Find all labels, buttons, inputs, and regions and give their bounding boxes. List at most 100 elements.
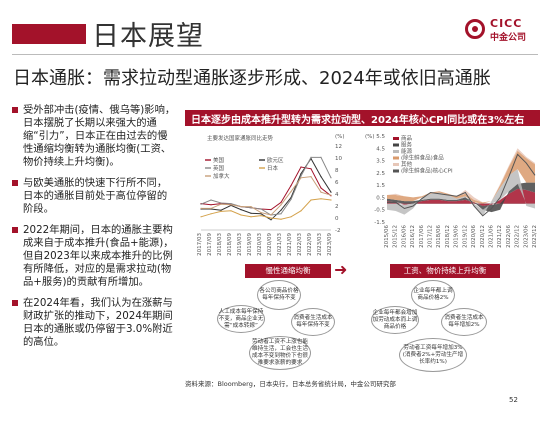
data-point [280,204,282,206]
data-point [220,203,222,205]
x-tick-label: 2022/09 [307,233,313,256]
y-tick-label: -2 [335,228,340,234]
data-point [210,213,212,215]
x-tick-label: 2023/09 [327,233,333,256]
core-cpi-line [387,153,536,217]
panel-title: 日本逐步由成本推升型转为需求拉动型、2024年核心CPI同比或在3%左右 [191,115,525,126]
x-tick-label: 2018/12 [445,225,451,248]
legend-label: 能源 [401,147,413,155]
area-series [387,148,535,203]
chart1-title: 主要发达国家通胀同比走势 [207,134,274,142]
x-tick-label: 2021/03 [277,233,283,256]
data-point [210,207,212,209]
data-point [320,176,322,178]
data-point [240,209,242,211]
data-point [320,198,322,200]
logo-text-en: CICC [490,17,523,30]
data-point [240,214,242,216]
data-point [250,207,252,209]
series-line [200,198,332,220]
y-tick-label: 6 [335,180,339,186]
x-tick-label: 2020/12 [480,225,486,248]
data-point [230,210,232,212]
y-tick-label: 8 [335,168,339,174]
y-tick-label: 1.5 [376,183,385,189]
data-point [250,216,252,218]
x-tick-label: 2022/12 [515,225,521,248]
legend-label: 欧元区 [267,156,284,164]
data-point [280,201,282,203]
data-point [320,191,322,193]
x-tick-label: 2023/12 [532,225,538,248]
diagram-circle: 消费者生活成本每年保持不变 [291,308,335,336]
transition-arrow-icon: ➜ [334,260,348,279]
x-tick-label: 2017/03 [197,233,203,256]
data-point [260,212,262,214]
y-tick-label: -0.5 [374,208,385,214]
legend-label: 加拿大 [213,172,230,180]
data-point [200,203,202,205]
data-point [220,202,222,204]
x-tick-label: 2017/09 [207,233,213,256]
x-tick-label: 2021/09 [287,233,293,256]
diagram-circle: 人工成本每年保持不变，商品企业无需“成本转嫁” [217,305,265,333]
data-point [230,203,232,205]
chart1-unit: (%) [335,134,345,140]
data-point [270,214,272,216]
series-line [200,156,332,216]
header-accent-bar [12,24,86,44]
data-point [300,166,302,168]
header-divider [12,54,538,55]
x-tick-label: 2015/12 [393,225,399,248]
x-tick-label: 2023/03 [317,233,323,256]
legend-label: (除生鲜食品)核心CPI [401,167,453,175]
data-point [270,209,272,211]
data-point [330,199,332,201]
bullet-item: 与欧美通胀的快速下行所不同，日本的通胀目前处于高位停留的阶段。 [12,177,177,216]
data-point [280,209,282,211]
diagram-circle: 企业每年都会增加加劳动成本而上调商品价格 [371,306,419,334]
data-point [210,199,212,201]
y-tick-label: 2 [335,204,339,210]
legend-swatch [393,163,399,166]
data-point [220,210,222,212]
data-point [320,187,322,189]
data-point [310,199,312,201]
data-point [220,209,222,211]
legend-label: 英国 [213,164,225,172]
data-point [270,219,272,221]
area-series [387,182,535,213]
data-point [330,194,332,196]
data-point [330,191,332,193]
bullet-list: 受外部冲击(疫情、俄乌等)影响，日本摆脱了长期以来强大的通缩“引力”，日本正在由… [12,104,177,357]
page-header: 日本展望 CICC 中金公司 [0,0,550,54]
x-tick-label: 2018/03 [217,233,223,256]
legend-label: 其他 [401,160,413,168]
cicc-logo-icon [465,19,485,39]
area-series [387,188,535,207]
series-line [201,176,332,216]
area-series [387,169,535,216]
x-tick-label: 2017/06 [419,225,425,248]
logo-text-cn: 中金公司 [490,33,527,43]
y-tick-label: -1.5 [374,220,385,226]
slide-subtitle: 日本通胀：需求拉动型通胀逐步形成、2024年或依旧高通胀 [13,68,491,89]
legend-swatch [393,150,399,153]
diagram-circle: 劳动者工资每年增加3%(消费者2%+劳动生产增长率约1%) [399,338,467,372]
wage-price-rise-box: 工资、物价持续上升均衡 [390,264,500,278]
legend-swatch [393,156,399,160]
x-tick-label: 2018/06 [436,225,442,248]
japan-cpi-contribution-chart: (%) -1.5 -0.5 0.5 1.5 2.5 3.5 4.5 5.5 2015/06 2015… [365,134,538,248]
data-point [200,207,202,209]
data-point [290,216,292,218]
data-point [280,218,282,220]
bullet-item: 在2024年看，我们认为在涨薪与财政扩张的推动下，2024年期间日本的通胀或仍停… [12,297,177,349]
x-tick-label: 2021/06 [488,225,494,248]
data-point [200,216,202,218]
chronic-deflation-box: 慢性通缩均衡 [245,264,331,278]
figure-panel: 日本逐步由成本推升型转为需求拉动型、2024年核心CPI同比或在3%左右 主要发… [185,110,540,395]
x-tick-label: 2018/09 [227,233,233,256]
x-tick-label: 2019/12 [462,225,468,248]
diagram-circle: 消费者生活成本每年增加2% [441,308,487,336]
legend-swatch [393,137,399,140]
